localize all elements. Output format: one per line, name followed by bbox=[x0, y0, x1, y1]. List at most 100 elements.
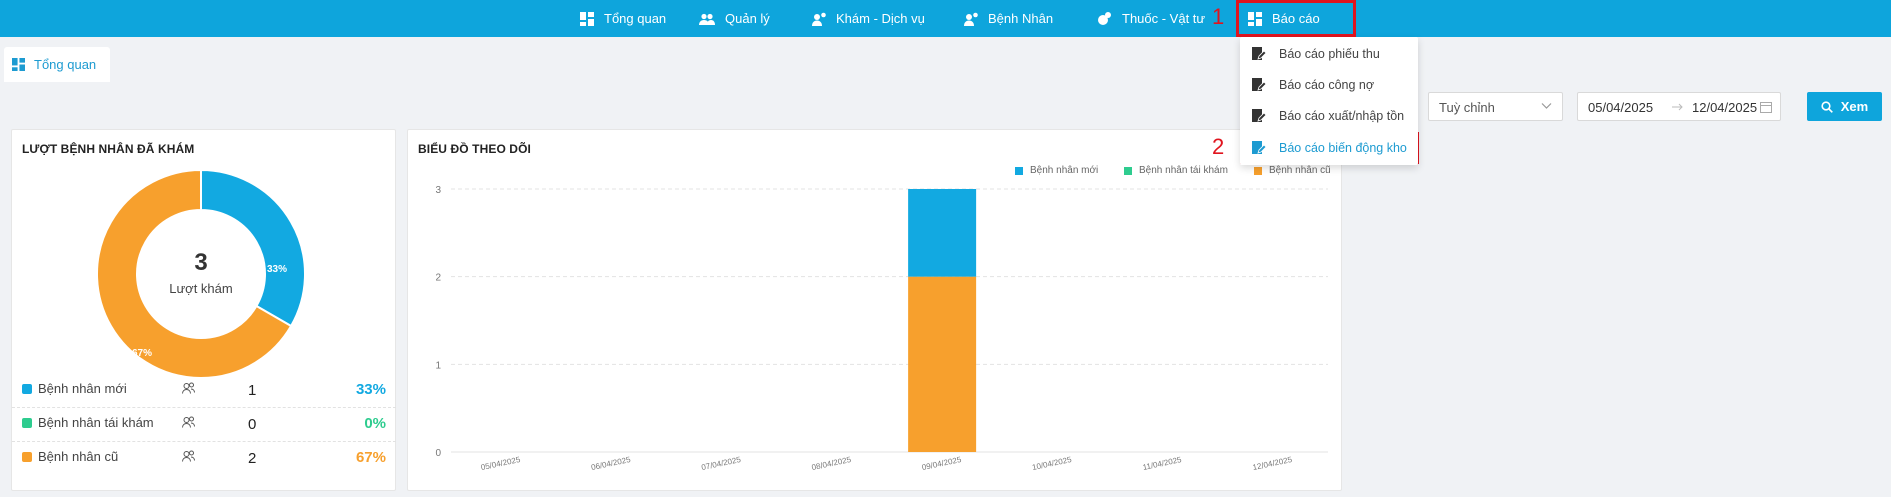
legend-label: Bệnh nhân mới bbox=[1030, 165, 1099, 176]
menu-item-bao-cao-phieu-thu[interactable]: Báo cáo phiếu thu bbox=[1240, 39, 1418, 69]
patient-type-row: Bệnh nhân cũ 2 67% bbox=[12, 442, 396, 476]
range-type-select[interactable]: Tuỳ chỉnh bbox=[1428, 92, 1563, 121]
patient-type-row: Bệnh nhân tái khám 0 0% bbox=[12, 408, 396, 442]
donut-slice-label-old: 67% bbox=[132, 348, 152, 359]
patient-type-label: Bệnh nhân cũ bbox=[38, 449, 119, 464]
bar-segment[interactable] bbox=[908, 189, 977, 277]
users-icon bbox=[699, 13, 715, 25]
x-tick-label: 07/04/2025 bbox=[701, 455, 743, 472]
nav-label: Bệnh Nhân bbox=[988, 11, 1054, 26]
nav-label: Khám - Dịch vụ bbox=[836, 11, 925, 26]
nav-label: Tổng quan bbox=[604, 11, 667, 26]
calendar-icon bbox=[1760, 102, 1772, 113]
x-tick-label: 11/04/2025 bbox=[1142, 455, 1183, 472]
report-edit-icon bbox=[1252, 109, 1266, 122]
x-tick-label: 08/04/2025 bbox=[811, 455, 853, 472]
tracking-chart-card: BIỂU ĐỒ THEO DÕI Bệnh nhân mới Bệnh nhân… bbox=[407, 129, 1342, 491]
report-edit-icon bbox=[1252, 47, 1266, 60]
patient-type-percent: 33% bbox=[355, 381, 386, 398]
range-type-value: Tuỳ chỉnh bbox=[1439, 100, 1495, 115]
y-tick-label: 0 bbox=[435, 448, 441, 459]
patients-card-title: LƯỢT BỆNH NHÂN ĐÃ KHÁM bbox=[22, 142, 195, 156]
annotation-box-bao-cao bbox=[1236, 0, 1356, 37]
users-icon bbox=[182, 382, 195, 394]
tracking-bar-chart: 0 1 2 3 05/04/2025 06/04/2025 07/04/2025 08/04/… bbox=[435, 185, 1328, 472]
view-button[interactable]: Xem bbox=[1807, 92, 1882, 121]
tab-tong-quan[interactable]: Tổng quan bbox=[4, 47, 110, 82]
x-tick-label: 12/04/2025 bbox=[1252, 455, 1294, 472]
report-edit-icon bbox=[1252, 78, 1266, 91]
donut-slice-old[interactable] bbox=[97, 170, 293, 379]
y-tick-label: 1 bbox=[435, 360, 441, 371]
menu-item-bao-cao-bien-dong-kho[interactable]: Báo cáo biến động kho bbox=[1240, 133, 1418, 163]
x-tick-label: 06/04/2025 bbox=[590, 455, 632, 472]
nav-thuoc-vat-tu[interactable]: Thuốc - Vật tư bbox=[1097, 0, 1205, 37]
arrow-right-icon bbox=[1672, 103, 1683, 111]
dashboard-icon bbox=[580, 11, 594, 26]
nav-kham-dich-vu[interactable]: Khám - Dịch vụ bbox=[812, 0, 925, 37]
user-location-icon bbox=[812, 12, 826, 26]
nav-benh-nhan[interactable]: Bệnh Nhân bbox=[964, 0, 1053, 37]
patient-type-percent: 0% bbox=[364, 415, 386, 432]
top-nav: Tổng quan Quản lý Khám - Dịch vụ Bệnh Nh… bbox=[0, 0, 1891, 37]
nav-tong-quan[interactable]: Tổng quan bbox=[580, 0, 666, 37]
nav-label: Quản lý bbox=[725, 11, 770, 26]
nav-label: Thuốc - Vật tư bbox=[1122, 11, 1206, 26]
nav-label: Báo cáo bbox=[1272, 11, 1320, 26]
patient-type-count: 0 bbox=[248, 416, 257, 433]
annotation-step-2: 2 bbox=[1212, 134, 1225, 159]
menu-item-label: Báo cáo xuất/nhập tồn bbox=[1279, 109, 1405, 123]
donut-slice-new[interactable] bbox=[200, 170, 306, 328]
chevron-down-icon bbox=[1541, 103, 1552, 109]
menu-item-label: Báo cáo công nợ bbox=[1279, 78, 1375, 92]
patients-donut-chart: 3 Lượt khám 33% 0% 67% bbox=[97, 170, 306, 379]
legend-color-dot bbox=[22, 418, 32, 428]
legend-color-dot bbox=[22, 452, 32, 462]
tab-strip: Tổng quan bbox=[0, 37, 1891, 82]
legend-label: Bệnh nhân cũ bbox=[1269, 165, 1331, 176]
annotation-step-1: 1 bbox=[1212, 4, 1225, 29]
tab-label: Tổng quan bbox=[34, 57, 97, 72]
pills-icon bbox=[1098, 12, 1111, 25]
x-tick-label: 05/04/2025 bbox=[480, 455, 522, 472]
menu-item-bao-cao-xuat-nhap-ton[interactable]: Báo cáo xuất/nhập tồn bbox=[1240, 101, 1418, 131]
menu-item-label: Báo cáo biến động kho bbox=[1279, 141, 1407, 155]
legend-label: Bệnh nhân tái khám bbox=[1139, 165, 1228, 176]
dashboard-icon bbox=[12, 58, 25, 71]
donut-slice-label-returning: 0% bbox=[281, 348, 296, 359]
users-icon bbox=[182, 450, 195, 462]
patient-type-count: 1 bbox=[248, 382, 257, 399]
patient-type-percent: 67% bbox=[355, 449, 386, 466]
x-tick-label: 09/04/2025 bbox=[921, 455, 963, 472]
donut-slice-label-new: 33% bbox=[267, 264, 287, 275]
report-edit-icon bbox=[1252, 141, 1266, 154]
y-tick-label: 3 bbox=[435, 185, 441, 196]
patient-type-row: Bệnh nhân mới 1 33% bbox=[12, 374, 396, 408]
menu-item-label: Báo cáo phiếu thu bbox=[1279, 47, 1380, 61]
dashboard-icon bbox=[1248, 11, 1262, 26]
nav-quan-ly[interactable]: Quản lý bbox=[699, 0, 770, 37]
y-tick-label: 2 bbox=[435, 273, 441, 284]
menu-item-bao-cao-cong-no[interactable]: Báo cáo công nợ bbox=[1240, 70, 1418, 100]
search-icon bbox=[1821, 100, 1833, 113]
donut-total: 3 bbox=[194, 249, 207, 276]
bar-segment[interactable] bbox=[908, 276, 977, 452]
user-location-icon bbox=[964, 12, 978, 26]
chart-legend-old[interactable]: Bệnh nhân cũ bbox=[1254, 165, 1331, 176]
donut-total-label: Lượt khám bbox=[169, 281, 232, 296]
report-dropdown-menu: Báo cáo phiếu thu Báo cáo công nợ Báo cá… bbox=[1240, 37, 1418, 165]
patient-type-count: 2 bbox=[248, 450, 257, 467]
patients-card: LƯỢT BỆNH NHÂN ĐÃ KHÁM 3 Lượt khám 33% 0… bbox=[11, 129, 396, 491]
users-icon bbox=[182, 416, 195, 428]
patient-type-label: Bệnh nhân tái khám bbox=[38, 415, 154, 430]
chart-legend-returning[interactable]: Bệnh nhân tái khám bbox=[1124, 165, 1228, 176]
tracking-chart-title: BIỂU ĐỒ THEO DÕI bbox=[418, 142, 531, 156]
view-button-label: Xem bbox=[1840, 99, 1869, 114]
date-to[interactable]: 12/04/2025 bbox=[1692, 100, 1758, 115]
patient-type-label: Bệnh nhân mới bbox=[38, 381, 127, 396]
x-tick-label: 10/04/2025 bbox=[1031, 455, 1073, 472]
date-from[interactable]: 05/04/2025 bbox=[1588, 100, 1654, 115]
nav-bao-cao[interactable]: Báo cáo bbox=[1248, 0, 1320, 37]
date-range-picker[interactable]: 05/04/2025 12/04/2025 bbox=[1577, 92, 1781, 121]
chart-legend-new[interactable]: Bệnh nhân mới bbox=[1015, 165, 1098, 176]
